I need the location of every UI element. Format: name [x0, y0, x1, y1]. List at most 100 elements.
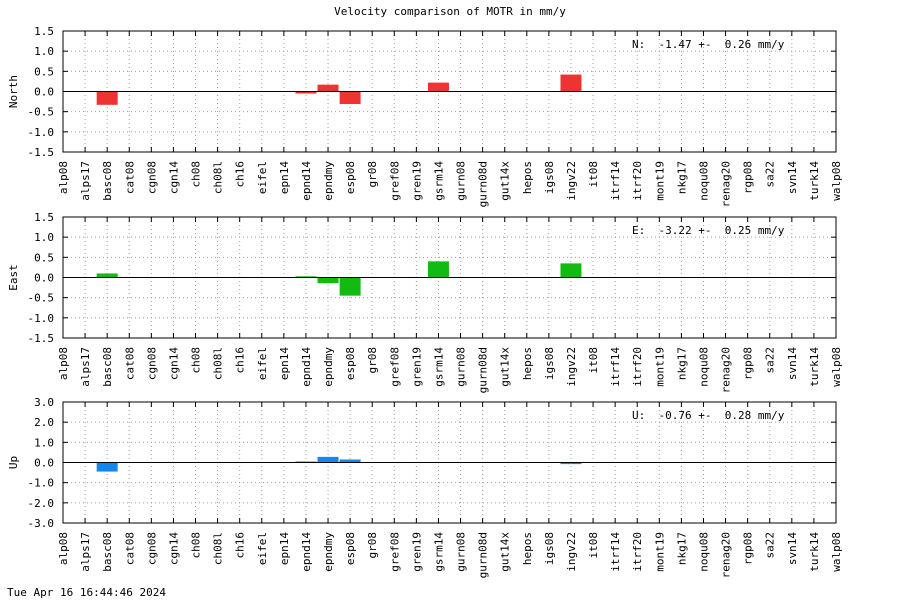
- velocity-annotation: U: -0.76 +- 0.28 mm/y: [632, 409, 785, 422]
- x-tick-label: gurn08d: [477, 347, 490, 393]
- x-tick-label: cat08: [123, 161, 136, 194]
- x-tick-label: ch16: [234, 161, 247, 188]
- bar-basc08: [96, 462, 118, 472]
- bar-ingv22: [560, 263, 582, 278]
- x-tick-label: gref08: [388, 347, 401, 387]
- x-tick-label: cgn14: [167, 161, 180, 194]
- x-tick-label: svn14: [786, 347, 799, 380]
- x-tick-label: sa22: [764, 347, 777, 374]
- x-tick-label: itrf20: [631, 161, 644, 201]
- x-tick-label: cgn08: [145, 532, 158, 565]
- x-tick-label: rgp08: [742, 347, 755, 380]
- x-tick-label: igs08: [543, 532, 556, 565]
- y-tick-label: -0.5: [28, 106, 55, 119]
- x-tick-label: alps17: [79, 161, 92, 201]
- x-tick-label: nkg17: [675, 161, 688, 194]
- y-tick-label: 1.0: [34, 231, 54, 244]
- x-tick-label: epn14: [278, 161, 291, 194]
- x-tick-label: ch08l: [212, 161, 225, 194]
- x-tick-label: gut14x: [499, 347, 512, 387]
- bar-esp08: [339, 459, 361, 463]
- x-tick-label: epndmy: [322, 161, 335, 201]
- x-tick-label: epnd14: [300, 347, 313, 387]
- x-tick-label: alps17: [79, 532, 92, 572]
- x-tick-label: walp08: [830, 161, 843, 201]
- x-tick-label: renag20: [720, 532, 733, 578]
- bar-esp08: [339, 91, 361, 105]
- x-tick-label: alp08: [57, 347, 70, 380]
- x-tick-label: ch08: [190, 532, 203, 559]
- plot-frame: [62, 216, 837, 339]
- x-tick-label: ch08l: [212, 347, 225, 380]
- x-tick-label: rgp08: [742, 161, 755, 194]
- x-tick-label: epndmy: [322, 347, 335, 387]
- x-tick-label: basc08: [101, 347, 114, 387]
- x-tick-label: mont19: [653, 347, 666, 387]
- y-tick-label: -0.5: [28, 292, 55, 305]
- x-tick-label: basc08: [101, 532, 114, 572]
- x-tick-label: alps17: [79, 347, 92, 387]
- bar-epnd14: [295, 91, 317, 94]
- x-tick-label: ingv22: [565, 161, 578, 201]
- x-tick-label: esp08: [344, 161, 357, 194]
- x-tick-label: itrf14: [609, 347, 622, 387]
- y-axis-label: North: [7, 75, 20, 108]
- x-tick-label: gref08: [388, 532, 401, 572]
- x-tick-label: turk14: [808, 347, 821, 387]
- bar-epndmy: [317, 84, 339, 92]
- x-tick-label: epndmy: [322, 532, 335, 572]
- x-tick-label: renag20: [720, 347, 733, 393]
- x-tick-label: noqu08: [697, 347, 710, 387]
- x-tick-label: hepos: [521, 347, 534, 380]
- plot-frame: [62, 401, 837, 524]
- x-tick-label: gren19: [410, 347, 423, 387]
- bar-esp08: [339, 277, 361, 296]
- x-tick-label: it08: [587, 161, 600, 188]
- x-tick-label: gref08: [388, 161, 401, 201]
- x-tick-label: eifel: [256, 161, 269, 194]
- x-tick-label: ch08l: [212, 532, 225, 565]
- bar-gsrm14: [427, 261, 449, 278]
- x-tick-label: mont19: [653, 161, 666, 201]
- x-tick-label: itrf14: [609, 161, 622, 201]
- y-tick-label: -1.0: [28, 312, 55, 325]
- y-tick-label: 0.5: [34, 251, 54, 264]
- x-tick-label: igs08: [543, 347, 556, 380]
- x-tick-label: basc08: [101, 161, 114, 201]
- plot-frame: [62, 30, 837, 153]
- x-tick-label: svn14: [786, 161, 799, 194]
- y-tick-label: -1.0: [28, 126, 55, 139]
- x-tick-label: epnd14: [300, 532, 313, 572]
- x-tick-label: gurn08d: [477, 161, 490, 207]
- x-tick-label: walp08: [830, 347, 843, 387]
- x-tick-label: itrf20: [631, 532, 644, 572]
- y-tick-label: -1.5: [28, 146, 55, 159]
- x-tick-label: gsrm14: [432, 347, 445, 387]
- x-tick-label: noqu08: [697, 532, 710, 572]
- chart-title: Velocity comparison of MOTR in mm/y: [334, 5, 566, 18]
- x-tick-label: cgn14: [167, 347, 180, 380]
- x-tick-label: ingv22: [565, 347, 578, 387]
- y-tick-label: 3.0: [34, 396, 54, 409]
- x-tick-label: itrf20: [631, 347, 644, 387]
- x-tick-label: igs08: [543, 161, 556, 194]
- x-tick-label: hepos: [521, 532, 534, 565]
- x-tick-label: itrf14: [609, 532, 622, 572]
- x-tick-label: rgp08: [742, 532, 755, 565]
- y-tick-label: -1.5: [28, 332, 55, 345]
- x-tick-label: gr08: [366, 161, 379, 188]
- y-tick-label: 2.0: [34, 416, 54, 429]
- x-tick-label: cat08: [123, 532, 136, 565]
- x-tick-label: alp08: [57, 161, 70, 194]
- y-tick-label: 1.0: [34, 436, 54, 449]
- x-tick-label: cgn08: [145, 347, 158, 380]
- x-tick-label: gurn08d: [477, 532, 490, 578]
- x-tick-label: turk14: [808, 161, 821, 201]
- x-tick-label: eifel: [256, 532, 269, 565]
- x-tick-label: esp08: [344, 347, 357, 380]
- bar-gsrm14: [427, 82, 449, 92]
- y-tick-label: 0.5: [34, 65, 54, 78]
- x-tick-label: nkg17: [675, 347, 688, 380]
